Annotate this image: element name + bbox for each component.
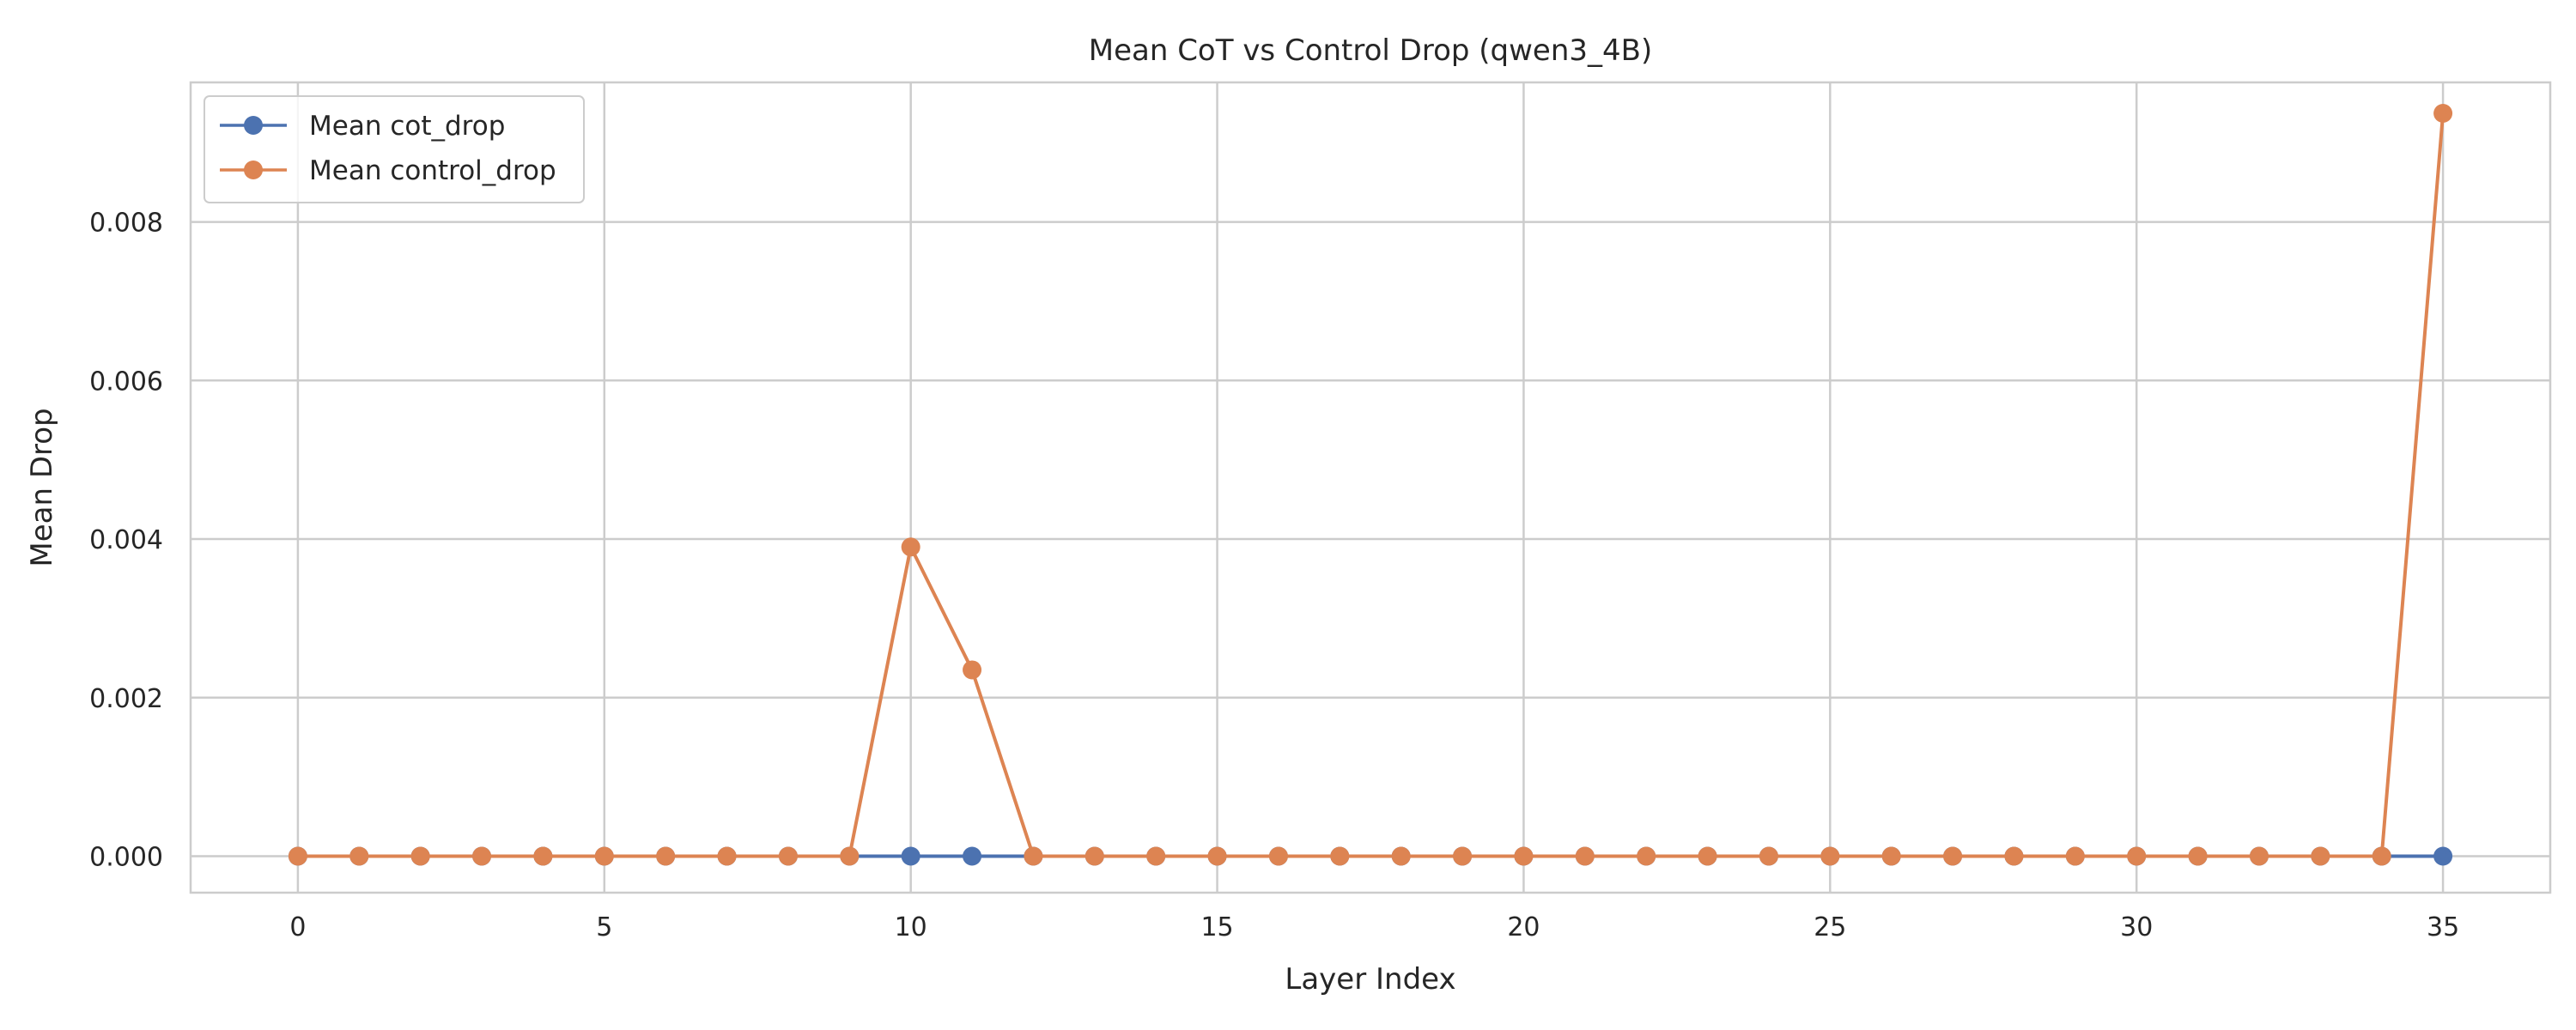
data-point xyxy=(901,537,920,557)
y-axis-label: Mean Drop xyxy=(25,408,59,566)
legend-box xyxy=(204,95,585,203)
plot-frame xyxy=(189,81,2552,894)
x-tick-label: 35 xyxy=(2427,912,2459,942)
chart-title: Mean CoT vs Control Drop (qwen3_4B) xyxy=(1089,33,1653,68)
data-point xyxy=(656,846,676,866)
series-line xyxy=(297,112,2445,858)
y-tick-labels: 0.000 0.002 0.004 0.006 0.008 xyxy=(89,209,163,873)
y-tick-label: 0.008 xyxy=(89,209,163,239)
data-point xyxy=(1330,846,1350,866)
legend-marker-cot-drop xyxy=(244,116,263,135)
data-point xyxy=(2311,846,2330,866)
data-point xyxy=(2127,846,2147,866)
series-control-drop xyxy=(288,104,2453,866)
data-point xyxy=(963,660,982,680)
data-point xyxy=(1268,846,1288,866)
data-point xyxy=(1084,846,1104,866)
x-tick-label: 20 xyxy=(1507,912,1540,942)
series-layer xyxy=(288,104,2453,866)
legend-item-cot-drop: Mean cot_drop xyxy=(220,111,505,142)
data-point xyxy=(840,846,860,866)
data-point xyxy=(1575,846,1595,866)
legend: Mean cot_drop Mean control_drop xyxy=(204,95,585,203)
y-tick-label: 0.002 xyxy=(89,684,163,714)
data-point xyxy=(2249,846,2269,866)
data-point xyxy=(288,846,307,866)
data-point xyxy=(349,846,369,866)
data-point xyxy=(2433,104,2453,124)
data-point xyxy=(1146,846,1166,866)
data-point xyxy=(410,846,430,866)
data-point xyxy=(1024,846,1043,866)
data-point xyxy=(1391,846,1411,866)
data-point xyxy=(1881,846,1901,866)
data-point xyxy=(2004,846,2024,866)
data-point xyxy=(2188,846,2208,866)
y-tick-label: 0.004 xyxy=(89,525,163,555)
x-tick-label: 25 xyxy=(1814,912,1846,942)
data-point xyxy=(1637,846,1656,866)
y-tick-label: 0.000 xyxy=(89,843,163,873)
data-point xyxy=(1943,846,1963,866)
data-point xyxy=(594,846,614,866)
x-tick-label: 15 xyxy=(1200,912,1233,942)
data-point xyxy=(1698,846,1717,866)
x-tick-label: 0 xyxy=(289,912,306,942)
data-point xyxy=(2372,846,2391,866)
data-point xyxy=(963,846,982,866)
legend-label-cot-drop: Mean cot_drop xyxy=(309,111,505,142)
x-tick-label: 30 xyxy=(2120,912,2153,942)
data-point xyxy=(1514,846,1534,866)
data-point xyxy=(472,846,492,866)
data-point xyxy=(1453,846,1473,866)
data-point xyxy=(533,846,553,866)
data-point xyxy=(1820,846,1840,866)
data-point xyxy=(1759,846,1778,866)
legend-label-control-drop: Mean control_drop xyxy=(309,155,556,186)
legend-item-control-drop: Mean control_drop xyxy=(220,155,556,186)
data-point xyxy=(778,846,798,866)
x-tick-label: 5 xyxy=(596,912,612,942)
y-tick-label: 0.006 xyxy=(89,367,163,397)
x-tick-labels: 0 5 10 15 20 25 30 35 xyxy=(289,912,2459,942)
data-point xyxy=(2433,846,2453,866)
x-tick-label: 10 xyxy=(895,912,927,942)
data-point xyxy=(717,846,737,866)
x-axis-label: Layer Index xyxy=(1285,962,1455,997)
data-point xyxy=(2065,846,2085,866)
legend-marker-control-drop xyxy=(244,161,263,179)
data-point xyxy=(1207,846,1227,866)
data-point xyxy=(901,846,920,866)
